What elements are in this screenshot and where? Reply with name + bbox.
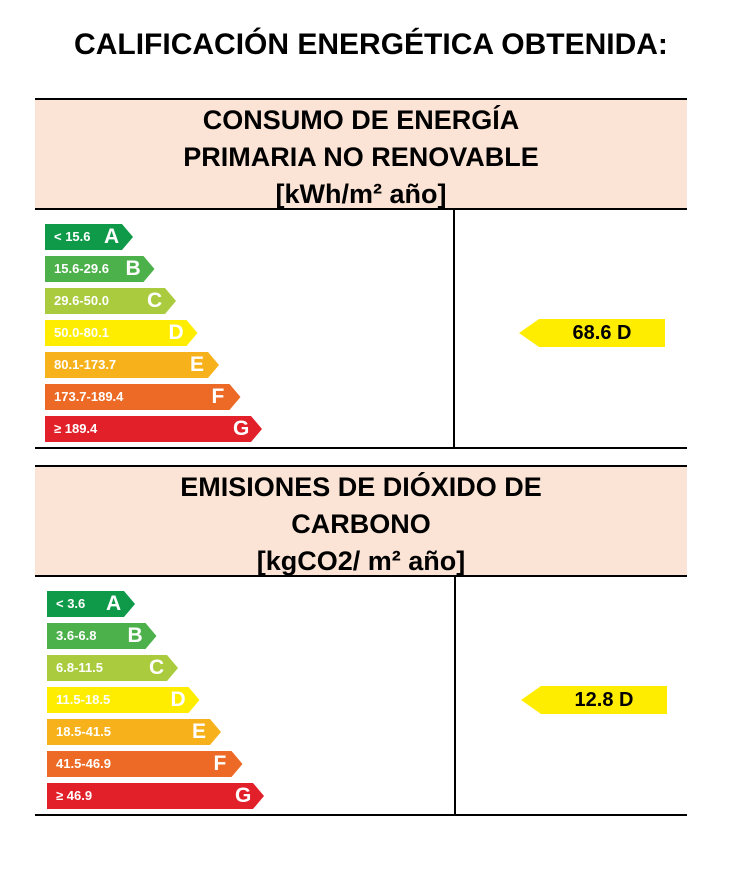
rating-range-label: 29.6-50.0 bbox=[54, 293, 109, 308]
rating-letter: E bbox=[190, 353, 205, 376]
rating-bar-f: 41.5-46.9 F bbox=[47, 751, 243, 777]
header-line-2: CARBONO bbox=[291, 509, 431, 539]
rating-letter: A bbox=[104, 225, 120, 248]
header-line-1: EMISIONES DE DIÓXIDO DE bbox=[180, 472, 542, 502]
rating-range-label: 11.5-18.5 bbox=[56, 692, 111, 707]
rating-bar-g: ≥ 46.9 G bbox=[47, 783, 264, 809]
rating-letter: F bbox=[211, 385, 225, 408]
rating-letter: D bbox=[170, 688, 186, 711]
rating-letter: G bbox=[235, 784, 252, 807]
rating-range-label: 15.6-29.6 bbox=[54, 261, 109, 276]
rating-bar-c: 6.8-11.5 C bbox=[47, 655, 178, 681]
page-title: CALIFICACIÓN ENERGÉTICA OBTENIDA: bbox=[74, 28, 668, 61]
rating-bar-c: 29.6-50.0 C bbox=[45, 288, 176, 314]
result-arrow bbox=[521, 686, 667, 714]
column-divider bbox=[454, 577, 456, 814]
rating-range-label: 41.5-46.9 bbox=[56, 756, 111, 771]
rating-bar-f: 173.7-189.4 F bbox=[45, 384, 241, 410]
rating-letter: C bbox=[147, 289, 163, 312]
rating-bar-b: 15.6-29.6 B bbox=[45, 256, 155, 282]
rating-bar-b: 3.6-6.8 B bbox=[47, 623, 157, 649]
header-units: [kWh/m² año] bbox=[275, 179, 447, 209]
result-indicator: 12.8 D bbox=[521, 686, 667, 714]
rating-range-label: 3.6-6.8 bbox=[56, 628, 97, 643]
rating-bar-e: 80.1-173.7 E bbox=[45, 352, 219, 378]
rating-bar-d: 11.5-18.5 D bbox=[47, 687, 200, 713]
rating-letter: D bbox=[168, 321, 184, 344]
result-value: 68.6 D bbox=[572, 322, 632, 344]
rating-bar-e: 18.5-41.5 E bbox=[47, 719, 221, 745]
rating-bar-g: ≥ 189.4 G bbox=[45, 416, 262, 442]
result-value: 12.8 D bbox=[574, 689, 634, 711]
energy-consumption-panel: CONSUMO DE ENERGÍA PRIMARIA NO RENOVABLE… bbox=[35, 98, 687, 449]
rating-letter: C bbox=[149, 656, 165, 679]
rating-letter: B bbox=[127, 624, 143, 647]
result-arrow bbox=[519, 319, 665, 347]
rating-bar-a: < 15.6 A bbox=[45, 224, 133, 250]
rating-range-label: < 3.6 bbox=[56, 596, 86, 611]
rating-letter: A bbox=[106, 592, 122, 615]
rating-letter: F bbox=[213, 752, 227, 775]
header-line-2: PRIMARIA NO RENOVABLE bbox=[183, 142, 539, 172]
rating-bar-a: < 3.6 A bbox=[47, 591, 135, 617]
rating-letter: E bbox=[192, 720, 207, 743]
co2-emissions-panel: EMISIONES DE DIÓXIDO DE CARBONO [kgCO2/ … bbox=[35, 465, 687, 816]
rating-letter: B bbox=[125, 257, 141, 280]
rating-range-label: 18.5-41.5 bbox=[56, 724, 111, 739]
rating-letter: G bbox=[233, 417, 250, 440]
rating-range-label: 80.1-173.7 bbox=[54, 357, 117, 372]
rating-bar-d: 50.0-80.1 D bbox=[45, 320, 198, 346]
header-line-1: CONSUMO DE ENERGÍA bbox=[202, 105, 520, 135]
result-indicator: 68.6 D bbox=[519, 319, 665, 347]
rating-range-label: < 15.6 bbox=[54, 229, 91, 244]
panel-body: < 3.6 A 3.6-6.8 B 6.8-11.5 C 11.5-18.5 D 18.5-41… bbox=[35, 577, 687, 816]
rating-range-label: ≥ 189.4 bbox=[54, 421, 98, 436]
panel-header: EMISIONES DE DIÓXIDO DE CARBONO [kgCO2/ … bbox=[35, 465, 687, 577]
rating-range-label: ≥ 46.9 bbox=[56, 788, 93, 803]
header-units: [kgCO2/ m² año] bbox=[256, 546, 466, 576]
panel-header: CONSUMO DE ENERGÍA PRIMARIA NO RENOVABLE… bbox=[35, 98, 687, 210]
panel-body: < 15.6 A 15.6-29.6 B 29.6-50.0 C 50.0-80.1 D 80.… bbox=[35, 210, 687, 449]
rating-range-label: 6.8-11.5 bbox=[56, 660, 103, 675]
column-divider bbox=[453, 210, 455, 447]
rating-range-label: 50.0-80.1 bbox=[54, 325, 109, 340]
rating-range-label: 173.7-189.4 bbox=[54, 389, 124, 404]
